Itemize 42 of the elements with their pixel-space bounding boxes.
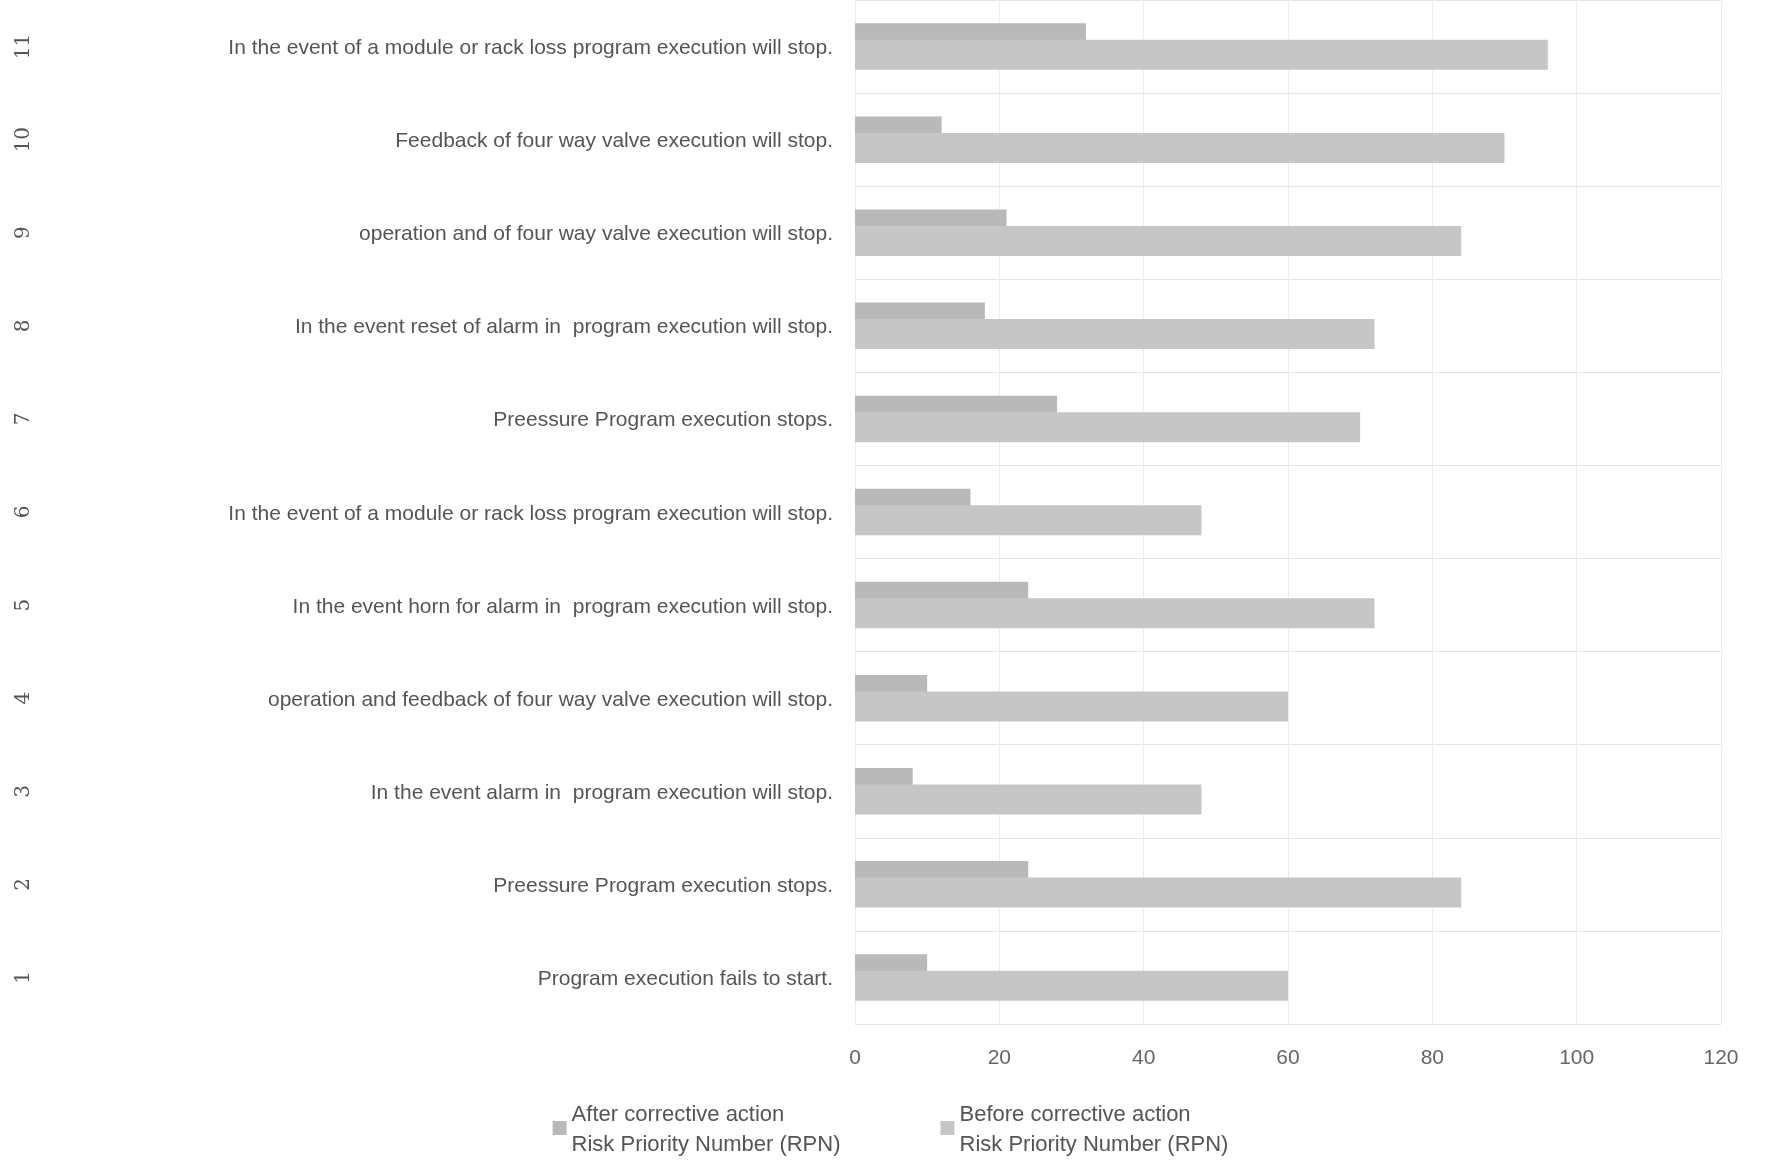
text: 8 (10, 319, 34, 333)
x-tick-label: 40 (1131, 1045, 1156, 1068)
x-tick-label: 100 (1559, 1045, 1595, 1068)
y-tick-label: In the event alarm in program execution will stop. (370, 779, 833, 803)
y-tick-label: In the event of a module or rack loss program execution will stop. (228, 500, 833, 524)
x-tick-label: 120 (1703, 1045, 1739, 1068)
bar (855, 505, 1202, 536)
text: 1 (10, 971, 34, 984)
y-tick-label: In the event of a module or rack loss program execution will stop. (228, 35, 833, 59)
y-tick-label: In the event reset of alarm in program execution will stop. (294, 314, 833, 338)
legend-label: Before corrective action Risk Priority Number (RPN) (959, 1100, 1229, 1156)
text: 11 (10, 33, 34, 60)
bar (855, 970, 1288, 1001)
bar (855, 319, 1375, 350)
x-tick-label: 80 (1420, 1045, 1445, 1068)
y-tick-label: In the event horn for alarm in program execution will stop. (292, 593, 833, 617)
x-tick-label: 60 (1276, 1045, 1300, 1068)
y-tick-label: Preessure Program execution stops. (493, 407, 833, 431)
bar (855, 877, 1462, 908)
y-tick-label: operation and feedback of four way valve execution will stop. (267, 686, 833, 710)
bar (855, 412, 1361, 443)
bar (855, 784, 1202, 815)
text: 7 (10, 412, 34, 426)
x-tick-label: 0 (849, 1045, 861, 1068)
text: 4 (10, 691, 34, 705)
legend-label: After corrective action Risk Priority Number (RPN) (571, 1100, 841, 1156)
text: 6 (10, 505, 34, 519)
y-tick-label: Preessure Program execution stops. (493, 872, 833, 896)
bar (855, 598, 1375, 629)
text: 5 (10, 598, 34, 612)
bar (855, 39, 1548, 70)
bar (855, 691, 1288, 722)
text: 2 (10, 878, 34, 891)
x-tick-label: 20 (987, 1045, 1012, 1068)
text: 3 (10, 784, 34, 798)
bar (855, 132, 1505, 163)
text: 10 (10, 126, 34, 153)
y-tick-label: Program execution fails to start. (537, 965, 833, 989)
text: 9 (10, 226, 34, 240)
y-tick-label: Feedback of four way valve execution will stop. (395, 128, 833, 152)
bar (855, 225, 1462, 256)
y-tick-label: operation and of four way valve execution will stop. (359, 221, 833, 245)
